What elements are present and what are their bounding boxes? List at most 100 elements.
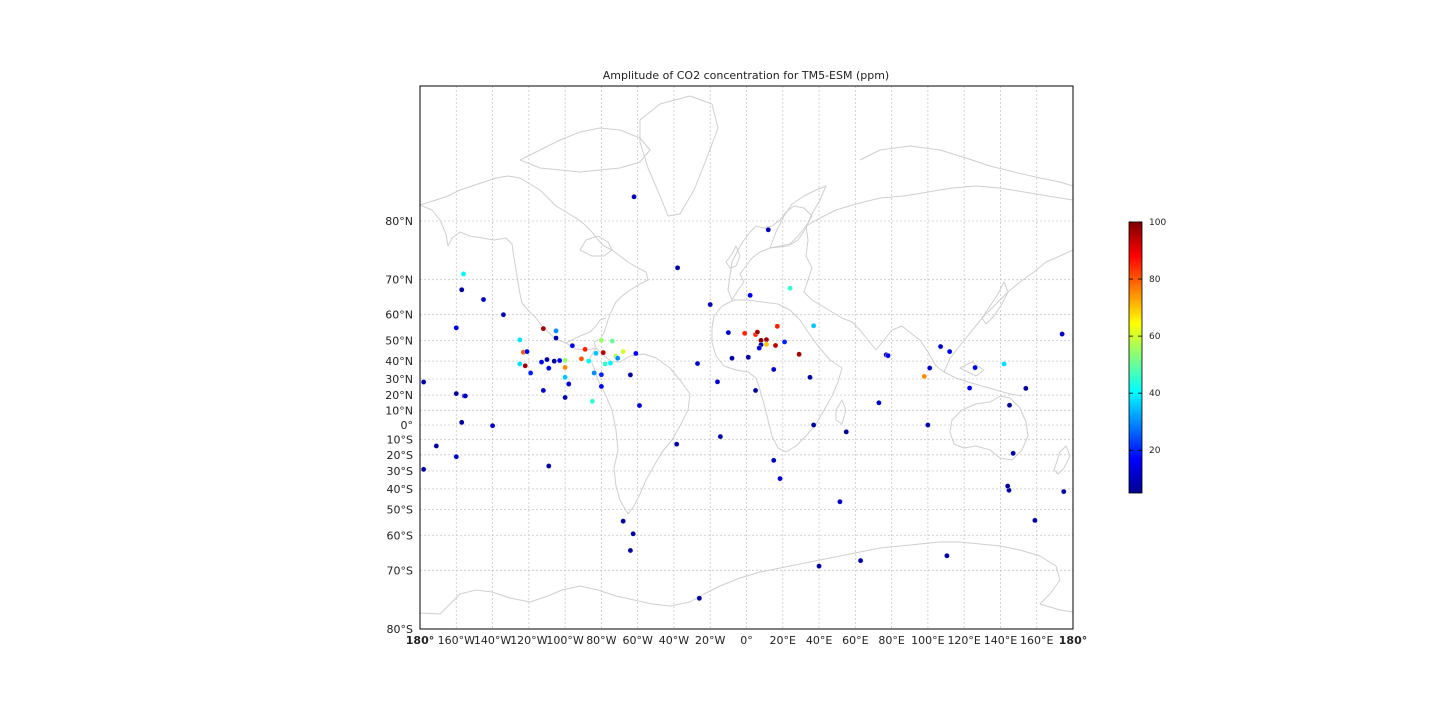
station-points bbox=[420, 193, 1067, 602]
station-point bbox=[569, 342, 576, 349]
station-point bbox=[696, 595, 703, 602]
station-point bbox=[453, 390, 460, 397]
station-point bbox=[453, 453, 460, 460]
coastline-new-zealand bbox=[1053, 445, 1071, 475]
station-point bbox=[944, 552, 950, 559]
colorbar-tick-label: 100 bbox=[1149, 218, 1166, 228]
y-tick-label: 40°S bbox=[387, 483, 413, 496]
station-point bbox=[462, 393, 469, 399]
station-point bbox=[741, 330, 748, 337]
coastline-north-america bbox=[420, 175, 649, 351]
x-tick-label: 140°W bbox=[474, 634, 511, 647]
y-tick-label: 80°S bbox=[387, 623, 413, 636]
station-point bbox=[772, 342, 779, 349]
station-point bbox=[837, 498, 843, 505]
station-point bbox=[598, 371, 605, 378]
x-tick-label: 120°W bbox=[510, 634, 547, 647]
x-tick-label: 40°E bbox=[806, 634, 832, 647]
colorbar-tick-label: 20 bbox=[1149, 446, 1161, 456]
station-point bbox=[598, 383, 605, 390]
coastline-arctic-asia bbox=[859, 145, 1073, 187]
x-tick-label: 20°W bbox=[695, 634, 725, 647]
y-tick-label: 20°N bbox=[385, 389, 413, 402]
station-point bbox=[857, 557, 864, 564]
station-point bbox=[885, 352, 891, 359]
x-tick-label: 60°W bbox=[622, 634, 652, 647]
station-point bbox=[810, 322, 817, 329]
station-point bbox=[420, 379, 427, 385]
station-point bbox=[725, 329, 732, 336]
colorbar-tick-label: 40 bbox=[1149, 389, 1161, 399]
station-point bbox=[538, 359, 545, 365]
station-point bbox=[553, 335, 559, 341]
coastline-south-america bbox=[589, 347, 691, 515]
station-point bbox=[562, 357, 568, 364]
station-point bbox=[565, 381, 572, 387]
station-point bbox=[774, 323, 781, 330]
station-point bbox=[1004, 483, 1011, 489]
x-tick-label: 160°W bbox=[438, 634, 475, 647]
station-point bbox=[460, 271, 467, 277]
coastline-japan bbox=[981, 281, 1009, 325]
y-tick-label: 20°S bbox=[387, 449, 413, 462]
station-point bbox=[589, 398, 596, 405]
station-point bbox=[593, 350, 599, 357]
station-point bbox=[876, 400, 882, 406]
station-point bbox=[796, 351, 802, 358]
station-point bbox=[516, 337, 523, 343]
station-point bbox=[562, 364, 568, 371]
station-point bbox=[500, 311, 507, 318]
coastline-antarctica bbox=[420, 541, 1073, 615]
coastline-madagascar bbox=[835, 399, 847, 425]
station-point bbox=[763, 341, 770, 348]
x-tick-label: 180° bbox=[406, 634, 434, 647]
station-point bbox=[816, 563, 822, 569]
station-point bbox=[458, 286, 465, 293]
station-point bbox=[694, 360, 701, 367]
y-tick-label: 10°N bbox=[385, 404, 413, 417]
station-point bbox=[729, 355, 735, 362]
x-tick-label: 0° bbox=[740, 634, 753, 647]
station-point bbox=[627, 547, 634, 554]
coastline-hudson bbox=[579, 235, 613, 257]
station-point bbox=[1059, 331, 1065, 337]
station-point bbox=[921, 373, 928, 380]
station-point bbox=[926, 365, 933, 371]
station-point bbox=[540, 325, 547, 332]
station-point bbox=[770, 366, 777, 373]
map-frame bbox=[419, 85, 1074, 630]
y-tick-label: 80°N bbox=[385, 215, 413, 228]
coastline-australia bbox=[949, 395, 1029, 461]
station-point bbox=[754, 329, 761, 335]
coastline-scandinavia bbox=[769, 185, 827, 249]
station-point bbox=[620, 348, 626, 355]
x-tick-label: 140°E bbox=[984, 634, 1017, 647]
station-point bbox=[843, 429, 850, 435]
y-tick-label: 70°S bbox=[387, 564, 413, 577]
y-tick-label: 0° bbox=[401, 419, 414, 432]
y-tick-label: 50°S bbox=[387, 504, 413, 517]
station-point bbox=[544, 356, 550, 363]
x-tick-label: 120°E bbox=[947, 634, 980, 647]
station-point bbox=[582, 346, 588, 353]
station-point bbox=[777, 475, 783, 482]
station-point bbox=[602, 361, 608, 367]
x-tick-label: 20°E bbox=[770, 634, 796, 647]
station-point bbox=[591, 370, 597, 376]
station-point bbox=[598, 337, 605, 344]
station-point bbox=[522, 362, 529, 369]
coastline-europe bbox=[727, 205, 813, 301]
station-point bbox=[607, 360, 614, 366]
x-tick-label: 80°W bbox=[586, 634, 616, 647]
station-point bbox=[585, 358, 592, 364]
station-point bbox=[633, 350, 639, 357]
station-point bbox=[1010, 450, 1016, 457]
station-point bbox=[747, 292, 753, 299]
station-point bbox=[745, 354, 752, 361]
station-point bbox=[562, 394, 568, 401]
station-point bbox=[925, 422, 931, 428]
station-point bbox=[966, 385, 973, 391]
y-tick-label: 30°N bbox=[385, 373, 413, 386]
x-tick-label: 180° bbox=[1059, 634, 1087, 647]
x-tick-label: 60°E bbox=[842, 634, 868, 647]
